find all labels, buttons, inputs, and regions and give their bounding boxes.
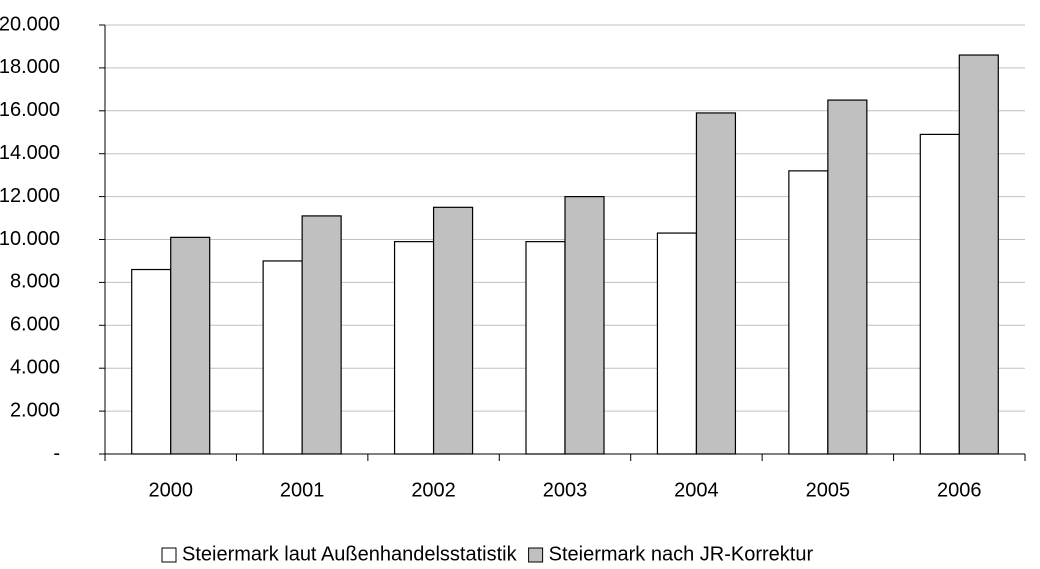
y-tick-label: 6.000 — [10, 314, 60, 336]
x-tick-label: 2006 — [937, 479, 982, 501]
bar — [301, 215, 342, 455]
bar — [170, 236, 211, 455]
bar — [525, 241, 566, 455]
y-tick-label: 10.000 — [0, 228, 60, 250]
bar — [432, 206, 474, 455]
bar — [827, 99, 868, 455]
y-tick-label: - — [53, 442, 60, 464]
bar — [564, 196, 605, 455]
x-tick-label: 2003 — [543, 479, 588, 501]
x-tick-label: 2001 — [280, 479, 325, 501]
x-tick-label: 2004 — [674, 479, 719, 501]
y-tick-label: 8.000 — [10, 271, 60, 293]
y-tick-label: 18.000 — [0, 56, 60, 78]
legend-swatch — [528, 547, 544, 563]
bar — [958, 54, 999, 455]
bar — [919, 133, 960, 455]
y-tick-label: 14.000 — [0, 142, 60, 164]
bar — [393, 241, 435, 455]
bar — [695, 112, 737, 455]
bar — [656, 232, 698, 455]
x-tick-label: 2002 — [411, 479, 456, 501]
bar — [788, 170, 829, 455]
y-tick-label: 4.000 — [10, 356, 60, 378]
y-tick-label: 2.000 — [10, 399, 60, 421]
legend-label: Steiermark nach JR-Korrektur — [549, 543, 814, 565]
x-tick-label: 2000 — [148, 479, 193, 501]
legend-label: Steiermark laut Außenhandelsstatistik — [182, 543, 518, 565]
x-tick-label: 2005 — [806, 479, 851, 501]
bar — [262, 260, 303, 455]
legend-swatch — [161, 547, 177, 563]
y-tick-label: 16.000 — [0, 99, 60, 121]
y-tick-label: 20.000 — [0, 13, 60, 35]
bar — [131, 268, 172, 455]
y-tick-label: 12.000 — [0, 185, 60, 207]
